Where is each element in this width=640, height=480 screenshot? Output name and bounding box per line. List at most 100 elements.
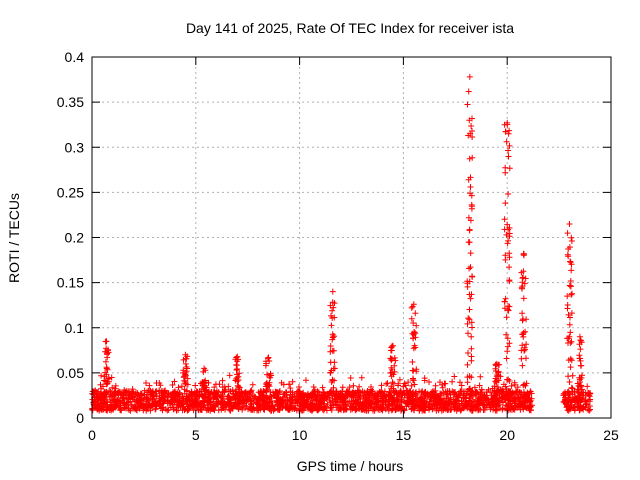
x-tick-label: 10 [292, 427, 308, 443]
roti-point [566, 321, 573, 328]
roti-point [319, 384, 326, 391]
roti-point [577, 404, 584, 411]
roti-point [514, 384, 521, 391]
y-tick-label: 0.35 [57, 94, 84, 110]
roti-point [429, 405, 436, 412]
roti-point [519, 398, 526, 405]
roti-point [584, 383, 591, 390]
roti-point [375, 404, 382, 410]
roti-point [432, 382, 439, 389]
roti-point [577, 346, 584, 353]
roti-point [523, 392, 530, 399]
roti-point [125, 388, 132, 395]
x-tick-label: 5 [192, 427, 200, 443]
roti-point [567, 283, 574, 290]
roti-point [586, 407, 593, 414]
roti-point [252, 394, 259, 401]
roti-point [501, 216, 508, 223]
roti-point [264, 387, 270, 394]
roti-point [466, 73, 473, 80]
roti-point [468, 319, 475, 326]
roti-point [182, 351, 189, 358]
roti-point [355, 388, 362, 395]
roti-point [332, 392, 339, 399]
roti-point [193, 388, 200, 395]
roti-point [410, 345, 417, 352]
roti-point [569, 290, 575, 297]
roti-point [466, 316, 473, 323]
roti-point [505, 376, 512, 383]
roti-point [226, 372, 233, 379]
roti-point [206, 399, 213, 406]
roti-point [184, 365, 190, 372]
roti-point [468, 345, 475, 352]
roti-point [392, 357, 399, 364]
roti-point [567, 258, 574, 265]
roti-point [467, 250, 474, 257]
roti-point [502, 169, 509, 176]
roti-point [227, 407, 234, 414]
roti-point [568, 234, 575, 241]
roti-point [506, 230, 513, 237]
roti-point [467, 295, 474, 302]
roti-point [188, 388, 195, 395]
roti-point [105, 378, 112, 385]
roti-point [227, 396, 234, 403]
roti-point [521, 381, 528, 388]
roti-point [218, 395, 225, 401]
roti-point [326, 390, 333, 397]
roti-point [329, 315, 336, 321]
roti-point [160, 398, 167, 405]
roti-point [110, 406, 117, 413]
roti-point [98, 400, 105, 407]
roti-point [567, 364, 574, 371]
roti-point [519, 331, 526, 338]
roti-point [577, 355, 584, 362]
roti-point [574, 386, 581, 393]
roti-point [480, 407, 487, 413]
roti-point [422, 404, 428, 411]
roti-point [518, 355, 525, 362]
roti-point [149, 402, 156, 409]
roti-point [184, 407, 191, 414]
roti-point [147, 387, 154, 394]
roti-point [387, 392, 394, 399]
roti-point [565, 311, 572, 318]
roti-point [234, 382, 241, 389]
roti-point [103, 407, 110, 414]
roti-point [109, 384, 116, 391]
roti-point [578, 374, 585, 381]
roti-point [363, 404, 370, 411]
roti-point [263, 400, 270, 407]
roti-point [264, 383, 271, 390]
roti-point [143, 380, 149, 386]
roti-point [311, 386, 318, 393]
roti-point [310, 384, 317, 390]
roti-point [476, 382, 483, 389]
roti-point [221, 388, 228, 395]
roti-point [120, 394, 127, 401]
data-points [89, 73, 594, 414]
roti-point [234, 403, 241, 410]
roti-point [568, 291, 575, 298]
roti-point [164, 398, 171, 405]
roti-point [181, 386, 188, 393]
roti-point [102, 358, 109, 365]
roti-point [328, 322, 335, 329]
roti-point [299, 393, 306, 400]
roti-point [483, 392, 490, 399]
roti-point [564, 302, 571, 308]
roti-point [458, 398, 465, 405]
roti-point [576, 333, 583, 340]
roti-point [390, 380, 397, 387]
roti-point [210, 389, 217, 396]
roti-point [153, 380, 160, 386]
roti-point [562, 394, 569, 401]
roti-point [503, 138, 510, 145]
roti-point [452, 393, 459, 400]
roti-point [307, 406, 314, 413]
roti-point [410, 377, 417, 384]
roti-point [358, 374, 365, 381]
roti-point [465, 239, 472, 246]
